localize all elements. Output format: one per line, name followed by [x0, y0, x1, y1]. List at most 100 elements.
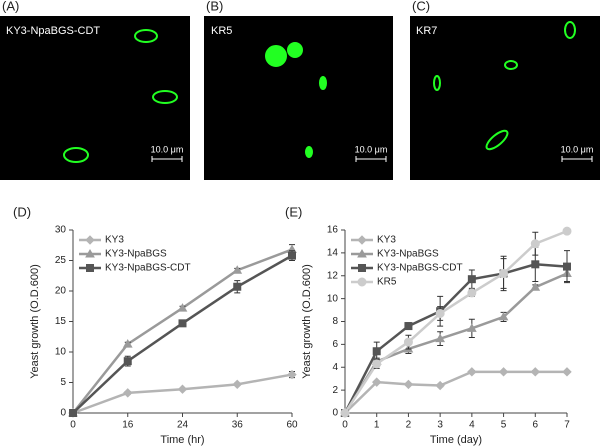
x-axis-label: Time (hr)	[160, 434, 204, 446]
x-tick-label: 16	[122, 420, 134, 431]
legend-label: KY3-NpaBGS-CDT	[105, 263, 191, 274]
marker	[123, 357, 132, 366]
scale-bar	[151, 156, 183, 162]
y-tick-label: 10	[55, 347, 67, 358]
marker	[358, 264, 366, 272]
panel-title: (D)	[13, 204, 31, 219]
cell	[433, 75, 441, 91]
cell	[564, 21, 576, 39]
scale-label: 10.0 μm	[151, 144, 184, 154]
y-tick-label: 20	[55, 286, 67, 297]
y-tick-label: 12	[327, 270, 339, 281]
y-tick-label: 5	[60, 377, 66, 388]
y-tick-label: 2	[332, 385, 338, 396]
x-tick-label: 1	[374, 420, 380, 431]
y-tick-label: 25	[55, 255, 67, 266]
image-caption: KR7	[416, 25, 437, 37]
marker	[287, 369, 297, 380]
marker	[85, 248, 95, 258]
scale-bar	[355, 156, 387, 162]
x-tick-label: 6	[533, 420, 539, 431]
cell	[287, 42, 303, 58]
marker	[177, 303, 188, 312]
x-tick-label: 36	[232, 420, 244, 431]
marker	[372, 377, 382, 387]
image-caption: KY3-NpaBGS-CDT	[6, 25, 100, 37]
panel-label: (B)	[206, 0, 223, 13]
legend-label: KY3-NpaBGS-CDT	[377, 263, 463, 274]
y-tick-label: 14	[327, 248, 339, 259]
micrograph-a	[0, 16, 190, 180]
marker	[357, 277, 367, 287]
x-tick-label: 0	[342, 420, 348, 431]
y-axis-label: Yeast growth (O.D.600)	[29, 264, 41, 379]
marker	[340, 408, 350, 418]
marker	[467, 367, 477, 377]
cell	[265, 45, 287, 67]
micrograph-c	[410, 16, 600, 180]
marker	[563, 262, 571, 271]
y-tick-label: 16	[327, 225, 339, 236]
marker	[357, 235, 367, 245]
y-axis-label: Yeast growth (O.D.600)	[301, 264, 313, 379]
marker	[467, 288, 477, 298]
marker	[232, 265, 243, 274]
legend-label: KY3-NpaBGS	[105, 249, 167, 260]
cell	[319, 76, 327, 90]
legend-label: KR5	[377, 277, 397, 288]
marker	[435, 308, 445, 318]
x-tick-label: 24	[177, 420, 189, 431]
y-tick-label: 30	[55, 225, 67, 236]
marker	[288, 251, 296, 260]
y-tick-label: 10	[327, 293, 339, 304]
scale-label: 10.0 μm	[355, 144, 388, 154]
series-line	[343, 229, 568, 414]
marker	[123, 388, 133, 398]
y-tick-label: 0	[60, 408, 66, 419]
marker	[562, 367, 572, 377]
marker	[357, 248, 367, 258]
cell	[504, 60, 518, 70]
micrographs	[0, 16, 600, 180]
marker	[435, 380, 445, 391]
marker	[233, 282, 242, 291]
marker	[466, 323, 477, 332]
marker	[498, 311, 509, 321]
marker	[435, 333, 446, 343]
scale-label: 10.0 μm	[561, 144, 594, 154]
cell	[152, 90, 178, 104]
x-tick-label: 3	[437, 420, 443, 431]
marker	[530, 282, 541, 291]
y-tick-label: 15	[55, 316, 67, 327]
x-tick-label: 60	[286, 420, 298, 431]
marker	[404, 322, 413, 331]
marker	[372, 347, 381, 356]
marker	[372, 359, 382, 369]
cell	[485, 129, 509, 151]
legend-label: KY3	[377, 235, 396, 246]
y-tick-label: 0	[332, 408, 338, 419]
marker	[530, 239, 540, 249]
marker	[403, 379, 414, 390]
marker	[531, 260, 540, 269]
marker	[530, 367, 540, 377]
y-tick-label: 4	[332, 362, 338, 373]
marker	[86, 264, 94, 272]
cell	[63, 147, 89, 163]
marker	[178, 319, 187, 328]
x-tick-label: 2	[406, 420, 412, 431]
marker	[403, 337, 413, 347]
x-axis-label: Time (day)	[430, 434, 482, 446]
x-tick-label: 0	[70, 420, 76, 431]
marker	[499, 268, 509, 278]
x-tick-label: 7	[564, 420, 570, 431]
marker	[177, 384, 188, 394]
micrograph-b	[204, 16, 393, 180]
marker	[85, 235, 95, 245]
marker	[498, 367, 509, 377]
cell	[134, 29, 158, 43]
x-tick-label: 4	[469, 420, 475, 431]
legend-label: KY3	[105, 235, 124, 246]
image-caption: KR5	[211, 25, 232, 37]
